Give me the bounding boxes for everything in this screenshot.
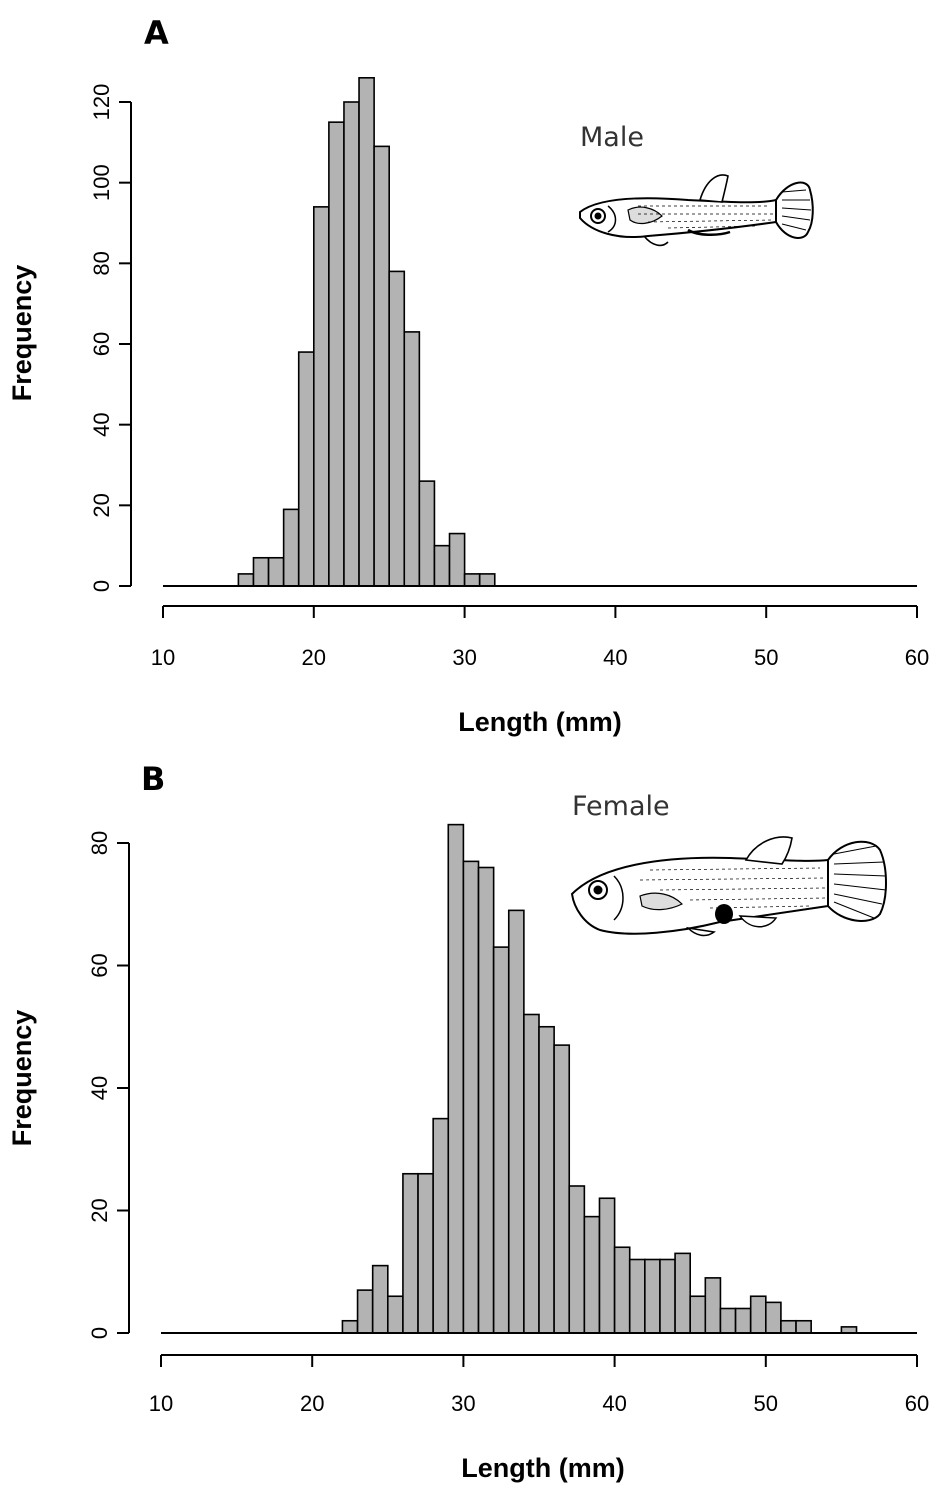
x-tick-label: 20 [300, 1391, 324, 1416]
bar-female-39 [598, 1197, 616, 1334]
bars-male [237, 77, 496, 587]
x-tick-label: 30 [452, 645, 476, 670]
x-tick-label: 40 [603, 645, 627, 670]
x-tick-label: 60 [905, 645, 929, 670]
bar-female-24 [371, 1264, 389, 1334]
bar-female-44 [674, 1252, 692, 1334]
bar-female-31 [477, 866, 495, 1334]
bar-female-49 [749, 1295, 767, 1334]
bar-female-48 [734, 1307, 752, 1334]
y-tick-label: 120 [89, 84, 114, 121]
bar-male-25 [388, 270, 406, 587]
x-tick-label: 50 [754, 645, 778, 670]
x-axis-title-male: Length (mm) [458, 707, 621, 737]
bar-male-22 [343, 101, 360, 587]
bar-male-16 [252, 556, 270, 587]
bar-male-23 [358, 77, 375, 587]
histogram-female: B Female 0 20 40 60 80 10 20 30 40 50 60 Length (… [7, 760, 929, 1483]
x-tick-label: 60 [905, 1391, 929, 1416]
bar-female-32 [492, 946, 510, 1334]
bar-female-30 [462, 860, 480, 1334]
bar-female-38 [583, 1215, 601, 1334]
bar-female-46 [704, 1277, 722, 1334]
sex-label-male: Male [580, 122, 644, 153]
bar-female-43 [659, 1258, 676, 1334]
y-ticks-female: 0 20 40 60 80 [87, 831, 129, 1339]
y-tick-label: 20 [89, 493, 114, 517]
y-tick-label: 80 [87, 831, 112, 855]
x-axis-title-female: Length (mm) [461, 1453, 624, 1483]
x-tick-label: 30 [451, 1391, 475, 1416]
y-tick-label: 0 [87, 1327, 112, 1339]
bar-male-30 [463, 573, 481, 587]
bar-male-27 [418, 480, 436, 587]
y-tick-label: 40 [89, 412, 114, 436]
bar-female-47 [719, 1307, 737, 1334]
bar-female-29 [447, 823, 465, 1334]
male-fish-illustration [579, 174, 814, 247]
bar-male-29 [448, 532, 466, 587]
bar-female-27 [417, 1172, 434, 1334]
panel-label-a: A [144, 14, 169, 52]
bar-female-34 [523, 1013, 540, 1334]
y-axis-title-male: Frequency [7, 265, 37, 402]
bar-female-50 [764, 1301, 782, 1334]
y-tick-label: 40 [87, 1076, 112, 1100]
y-tick-label: 100 [89, 164, 114, 201]
bar-female-25 [386, 1295, 404, 1334]
bar-female-45 [689, 1295, 707, 1334]
bar-female-35 [538, 1025, 555, 1334]
bar-female-28 [432, 1117, 450, 1334]
bar-female-40 [613, 1246, 631, 1334]
y-tick-label: 0 [89, 580, 114, 592]
y-tick-label: 60 [89, 332, 114, 356]
y-ticks-male: 0 20 40 60 80 100 120 [89, 84, 131, 592]
x-tick-label: 50 [754, 1391, 778, 1416]
y-tick-label: 60 [87, 953, 112, 977]
bar-female-23 [356, 1289, 374, 1334]
x-tick-label: 40 [602, 1391, 626, 1416]
x-ticks-male: 10 20 30 40 50 60 [151, 606, 929, 670]
x-ticks-female: 10 20 30 40 50 60 [149, 1355, 929, 1416]
bar-male-21 [328, 121, 345, 587]
sex-label-female: Female [572, 791, 670, 822]
bar-female-22 [341, 1319, 359, 1334]
bar-male-19 [297, 351, 315, 587]
x-tick-label: 10 [149, 1391, 173, 1416]
bar-male-18 [282, 508, 300, 587]
bar-female-37 [568, 1185, 586, 1334]
bar-female-42 [644, 1258, 661, 1334]
bar-female-36 [553, 1044, 571, 1334]
bar-female-33 [507, 909, 525, 1334]
bar-male-24 [373, 145, 390, 587]
bar-female-26 [402, 1172, 419, 1334]
female-fish-illustration [570, 836, 887, 937]
y-tick-label: 80 [89, 251, 114, 275]
bar-male-26 [403, 331, 421, 587]
bar-male-15 [237, 573, 255, 587]
bar-male-17 [267, 556, 285, 587]
y-tick-label: 20 [87, 1198, 112, 1222]
x-tick-label: 10 [151, 645, 175, 670]
histogram-male: A Male 0 20 40 60 80 100 120 10 20 30 40 50 60 Leng… [7, 14, 929, 737]
x-tick-label: 20 [302, 645, 326, 670]
bar-female-51 [780, 1319, 797, 1334]
bar-male-31 [478, 573, 496, 587]
bar-female-52 [795, 1319, 812, 1334]
bar-male-28 [433, 544, 451, 587]
bar-female-41 [628, 1258, 646, 1334]
bar-male-20 [312, 206, 330, 587]
y-axis-title-female: Frequency [7, 1010, 37, 1147]
bars-female [341, 823, 858, 1334]
panel-label-b: B [141, 760, 165, 798]
